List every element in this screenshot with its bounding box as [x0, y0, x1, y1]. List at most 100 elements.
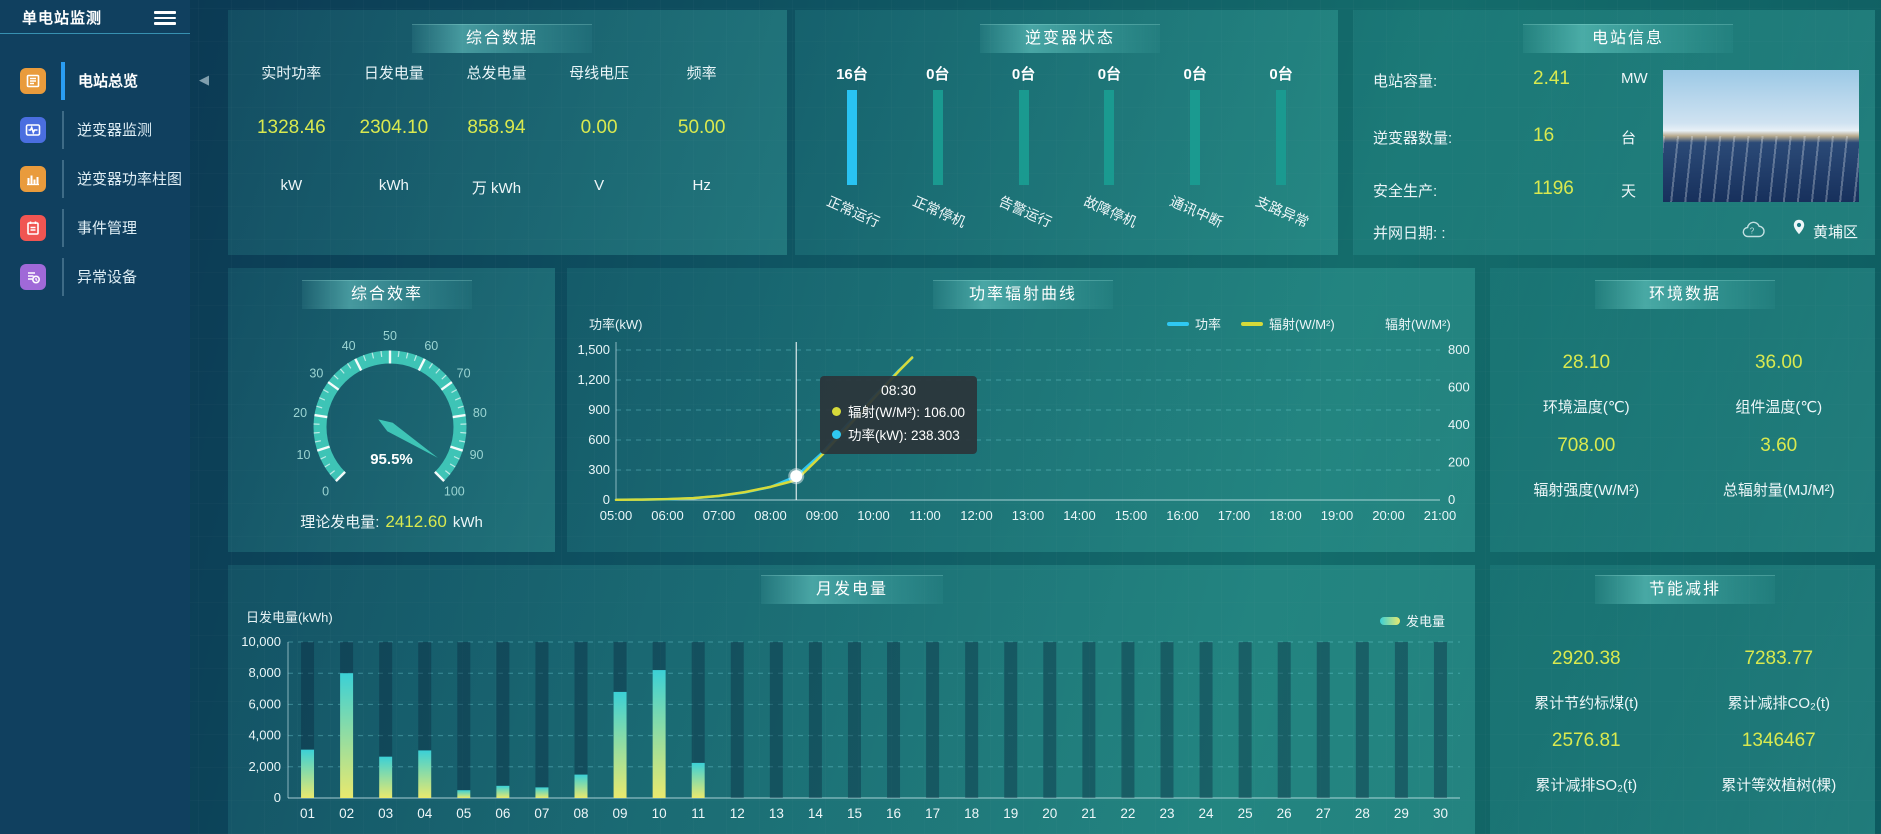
overview-doc-icon: [20, 67, 46, 94]
svg-text:09:00: 09:00: [806, 508, 839, 523]
active-indicator: [61, 61, 65, 100]
sidebar-item-station-overview[interactable]: 电站总览: [0, 56, 190, 105]
inverter-status-col-0: 16台 正常运行: [809, 10, 895, 255]
inverter-count: 0台: [926, 66, 950, 83]
svg-text:8,000: 8,000: [248, 665, 281, 680]
svg-text:800: 800: [1448, 342, 1470, 357]
inverter-count-row: 逆变器数量: 16 台: [1373, 125, 1637, 147]
panel-inverter-status: 逆变器状态 16台 正常运行 0台 正常停机 0台 告警运行 0台 故障停机 0台 通讯中断 0台支…: [795, 10, 1338, 255]
inverter-status-col-5: 0台 支路异常: [1238, 10, 1324, 255]
summary-metrics: 实时功率 1328.46 kW 日发电量 2304.10 kWh 总发电量 85…: [240, 10, 753, 255]
inverter-status-col-3: 0台故障停机: [1066, 10, 1152, 255]
panel-title-station-info: 电站信息: [1523, 24, 1733, 53]
panel-title-savings: 节能减排: [1595, 575, 1775, 604]
svg-text:10,000: 10,000: [241, 634, 281, 649]
sidebar-item-inverter-monitor[interactable]: 逆变器监测: [0, 105, 190, 154]
svg-text:24: 24: [1199, 806, 1215, 821]
location-pin-icon: [1791, 217, 1807, 237]
inverter-status-label: 正常停机: [910, 192, 968, 231]
total-radiation-metric: 3.60 总辐射量(MJ/M²): [1722, 435, 1835, 499]
svg-text:300: 300: [588, 462, 610, 477]
svg-text:09: 09: [613, 806, 628, 821]
sidebar-item-abnormal-devices[interactable]: 异常设备: [0, 252, 190, 301]
svg-text:04: 04: [417, 806, 433, 821]
menu-toggle-icon[interactable]: [154, 8, 176, 28]
station-photo: [1663, 70, 1859, 202]
tooltip-radiation-row: 辐射(W/M²): 106.00: [832, 401, 965, 421]
gauge-value-label: 95.5%: [370, 451, 413, 468]
inverter-status-label: 告警运行: [996, 192, 1054, 231]
svg-text:18: 18: [964, 806, 979, 821]
inverter-count: 0台: [1011, 66, 1036, 83]
sidebar-item-event-management[interactable]: 事件管理: [0, 203, 190, 252]
svg-text:600: 600: [588, 432, 610, 447]
left-axis-title: 功率(kW): [589, 317, 643, 332]
environment-metrics: 28.10 环境温度(℃) 36.00 组件温度(℃) 708.00 辐射强度(…: [1490, 268, 1875, 552]
district-label: 黄埔区: [1813, 224, 1859, 241]
inverter-count: 16台: [836, 66, 868, 83]
panel-station-info: 电站信息 电站容量: 2.41 MW 逆变器数量: 16 台 安全生产: 119…: [1353, 10, 1875, 255]
svg-text:0: 0: [603, 492, 610, 507]
station-capacity-row: 电站容量: 2.41 MW: [1373, 68, 1648, 90]
svg-text:06:00: 06:00: [651, 508, 684, 523]
metric-daily-energy: 日发电量 2304.10 kWh: [359, 65, 429, 194]
radiation-dot-icon: [832, 406, 841, 416]
svg-text:600: 600: [1448, 380, 1470, 395]
svg-text:10:00: 10:00: [857, 508, 890, 523]
metric-realtime-power: 实时功率 1328.46 kW: [256, 65, 326, 194]
sidebar-item-inverter-power-bars[interactable]: 逆变器功率柱图: [0, 154, 190, 203]
weather-cloud-icon: ?: [1741, 221, 1767, 239]
svg-text:60: 60: [424, 339, 438, 353]
bar-legend[interactable]: 发电量: [1379, 611, 1445, 630]
power-dot-icon: [832, 429, 841, 439]
svg-text:13:00: 13:00: [1012, 508, 1045, 523]
inverter-count: 0台: [1097, 66, 1122, 83]
svg-text:12: 12: [730, 806, 745, 821]
metric-total-energy: 总发电量 858.94 万 kWh: [466, 65, 527, 197]
tooltip-time: 08:30: [880, 382, 917, 398]
efficiency-gauge: 0 10 20 30 40 50 60 70 80 90 100: [293, 329, 487, 498]
power-legend-swatch: [1167, 321, 1189, 326]
svg-text:05: 05: [456, 806, 471, 821]
env-temp-metric: 28.10 环境温度(℃): [1542, 352, 1630, 416]
inverter-status-bar: [846, 90, 857, 185]
panel-environment: 环境数据 28.10 环境温度(℃) 36.00 组件温度(℃) 708.00 …: [1490, 268, 1875, 552]
power-radiation-chart: 0 300 600 900 1,200 1,500 0 200 400 600 800 05:00 06…: [577, 342, 1470, 523]
inverter-status-label: 故障停机: [1081, 192, 1140, 231]
inverter-status-bar: [932, 90, 943, 185]
notebook-icon: [20, 214, 46, 241]
svg-text:11: 11: [691, 806, 705, 821]
svg-text:30: 30: [1433, 806, 1448, 821]
inverter-status-label: 支路异常: [1253, 192, 1312, 231]
theory-energy-row: 理论发电量: 2412.60 kWh: [300, 512, 483, 531]
inverter-status-bar: [1190, 90, 1201, 185]
panel-monthly-generation: 月发电量 日发电量(kWh) 发电量 0 2,000 4,000 6,000 8,000…: [228, 565, 1475, 834]
grid-date-row: 并网日期: :: [1373, 225, 1446, 242]
legend-item-radiation[interactable]: 辐射(W/M²): [1241, 314, 1335, 333]
svg-text:16:00: 16:00: [1166, 508, 1199, 523]
svg-text:0: 0: [1448, 492, 1455, 507]
svg-text:20: 20: [1042, 806, 1057, 821]
chart-tooltip: 08:30 辐射(W/M²): 106.00 功率(kW): 238.303: [820, 376, 978, 454]
collapse-panel-arrow-icon[interactable]: ◀: [199, 72, 209, 87]
svg-text:25: 25: [1238, 806, 1253, 821]
inverter-status-bars: 16台 正常运行 0台 正常停机 0台 告警运行 0台 故障停机 0台 通讯中断 0台 支路异常: [795, 10, 1338, 255]
svg-text:27: 27: [1316, 806, 1331, 821]
panel-summary-data: 综合数据 实时功率 1328.46 kW 日发电量 2304.10 kWh 总发…: [228, 10, 787, 255]
sidebar-header: 单电站监测: [0, 0, 190, 34]
panel-energy-savings: 节能减排 2920.38 累计节约标煤(t) 7283.77 累计减排CO₂(t…: [1490, 565, 1875, 834]
metric-frequency: 频率 50.00 Hz: [677, 65, 726, 194]
panel-title-monthly: 月发电量: [761, 575, 943, 604]
svg-text:400: 400: [1448, 417, 1470, 432]
inverter-status-col-1: 0台正常停机: [895, 10, 981, 255]
legend-item-power[interactable]: 功率: [1167, 314, 1221, 333]
svg-text:03: 03: [378, 806, 393, 821]
inverter-status-label: 通讯中断: [1167, 192, 1226, 231]
svg-text:20: 20: [293, 406, 307, 420]
trees-equivalent-metric: 1346467 累计等效植树(棵): [1721, 730, 1837, 794]
svg-text:0: 0: [322, 484, 329, 498]
inverter-count: 0台: [1183, 66, 1207, 83]
generation-legend-swatch: [1379, 616, 1400, 625]
svg-text:200: 200: [1448, 455, 1470, 470]
